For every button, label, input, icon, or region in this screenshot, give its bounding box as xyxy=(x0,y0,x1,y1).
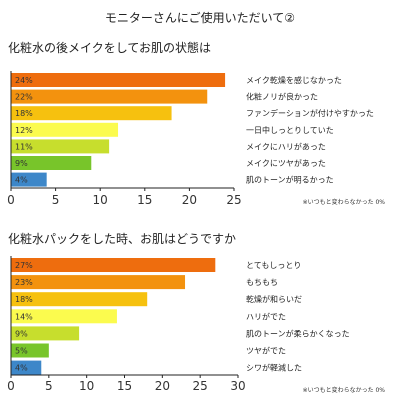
bar-value-label: 14% xyxy=(15,312,33,321)
x-tick-label: 20 xyxy=(182,193,197,207)
bar-value-label: 5% xyxy=(15,347,28,356)
bar-value-label: 23% xyxy=(15,278,33,287)
x-tick-label: 5 xyxy=(45,379,53,393)
bar xyxy=(11,326,80,341)
chart-footnote: ※いつもと変わらなかった 0% xyxy=(303,198,386,206)
x-tick-label: 25 xyxy=(226,193,241,207)
bar xyxy=(11,156,92,170)
category-label: メイク乾燥を感じなかった xyxy=(246,75,342,85)
bar-value-label: 11% xyxy=(15,142,33,151)
bar xyxy=(11,89,208,104)
bar xyxy=(11,172,47,187)
category-label: ツヤがでた xyxy=(246,346,286,356)
category-label: もちもち xyxy=(246,278,278,287)
bar-value-label: 4% xyxy=(15,364,28,373)
category-label: 乾燥が和らいだ xyxy=(246,294,302,304)
bar xyxy=(11,343,49,358)
bar-value-label: 18% xyxy=(15,295,33,304)
category-label: メイクにツヤがあった xyxy=(246,158,326,168)
bar-value-label: 27% xyxy=(15,261,33,270)
chart-footnote: ※いつもと変わらなかった 0% xyxy=(303,386,386,394)
bar xyxy=(11,73,226,87)
bar xyxy=(11,275,186,290)
bar-value-label: 9% xyxy=(15,159,28,168)
bar-value-label: 18% xyxy=(15,109,33,118)
category-label: ハリがでた xyxy=(246,311,286,321)
bar-value-label: 24% xyxy=(15,76,33,85)
bar-value-label: 4% xyxy=(15,176,28,185)
bar-value-label: 9% xyxy=(15,329,28,338)
x-tick-label: 20 xyxy=(155,379,170,393)
x-tick-label: 10 xyxy=(93,193,108,207)
bar xyxy=(11,360,42,375)
category-label: とてもしっとり xyxy=(246,261,301,270)
x-tick-label: 25 xyxy=(193,379,208,393)
x-tick-label: 15 xyxy=(137,193,152,207)
category-label: 肌のトーンが柔らかくなった xyxy=(246,328,350,338)
page-title: モニターさんにご使用いただいて② xyxy=(105,10,295,25)
chart-1: 化粧水の後メイクをしてお肌の状態は ※いつもと変わらなかった 0% 24% メイク… xyxy=(7,40,385,207)
bar xyxy=(11,122,119,137)
category-label: シワが軽減した xyxy=(246,363,302,373)
bar xyxy=(11,292,148,307)
category-label: 一日中しっとりしていた xyxy=(246,125,334,135)
bar xyxy=(11,309,117,324)
bar-value-label: 22% xyxy=(15,93,33,102)
x-tick-label: 0 xyxy=(7,379,15,393)
bar xyxy=(11,106,172,121)
chart-title: 化粧水パックをした時、お肌はどうですか xyxy=(8,232,236,246)
category-label: メイクにハリがあった xyxy=(246,141,326,151)
category-label: 肌のトーンが明るかった xyxy=(246,175,334,185)
chart-title: 化粧水の後メイクをしてお肌の状態は xyxy=(8,40,211,55)
category-label: 化粧ノリが良かった xyxy=(246,92,318,102)
bar xyxy=(11,258,216,272)
x-tick-label: 10 xyxy=(79,379,94,393)
x-tick-label: 5 xyxy=(52,193,60,207)
bar-value-label: 12% xyxy=(15,126,33,135)
x-tick-label: 0 xyxy=(7,193,15,207)
bar xyxy=(11,139,110,154)
chart-2: 化粧水パックをした時、お肌はどうですか ※いつもと変わらなかった 0% 27% と… xyxy=(7,232,385,394)
category-label: ファンデーションが付けやすかった xyxy=(246,108,374,118)
x-tick-label: 15 xyxy=(117,379,132,393)
x-tick-label: 30 xyxy=(230,379,245,393)
